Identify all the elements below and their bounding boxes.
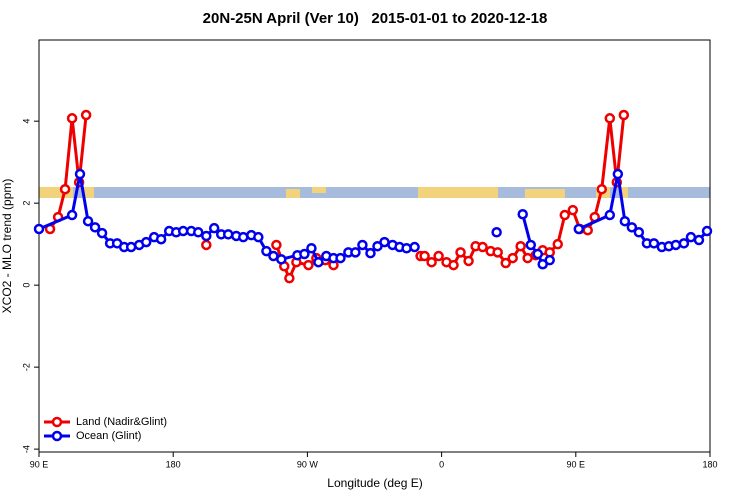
- point: [515, 240, 526, 252]
- point: [532, 248, 544, 260]
- point: [522, 252, 533, 264]
- point: [618, 109, 630, 121]
- point: [177, 225, 189, 237]
- point: [201, 230, 212, 242]
- point: [678, 238, 690, 249]
- point: [455, 247, 466, 258]
- point: [633, 227, 645, 238]
- point: [276, 254, 287, 265]
- y-tick-label: 4: [21, 119, 31, 124]
- point: [604, 209, 616, 221]
- x-tick-label: 180: [702, 459, 717, 469]
- point: [284, 272, 295, 284]
- point: [559, 209, 571, 221]
- point: [313, 256, 324, 268]
- point: [604, 113, 616, 124]
- point: [89, 222, 101, 233]
- point: [525, 239, 537, 251]
- x-tick-label: 180: [166, 459, 181, 469]
- point: [74, 168, 86, 180]
- point: [365, 247, 376, 259]
- x-tick-label: 90 W: [297, 459, 319, 469]
- point: [401, 243, 412, 254]
- point: [66, 209, 78, 221]
- plot-frame: [38, 39, 711, 453]
- x-tick-label: 0: [439, 459, 444, 469]
- point: [303, 259, 314, 271]
- x-tick-label: 90 E: [567, 459, 586, 469]
- point: [552, 238, 564, 250]
- point: [208, 222, 220, 234]
- x-axis-label: Longitude (deg E): [327, 476, 422, 490]
- point: [433, 250, 444, 262]
- point: [492, 247, 503, 258]
- legend-marker: [51, 416, 63, 428]
- map-strip: [39, 187, 710, 198]
- y-tick-label: 0: [21, 283, 31, 288]
- point: [253, 231, 264, 243]
- point: [701, 225, 713, 237]
- point: [612, 168, 624, 180]
- legend-label: Ocean (Glint): [76, 430, 141, 442]
- point: [201, 239, 212, 251]
- point: [567, 204, 579, 216]
- point: [670, 239, 682, 251]
- point: [33, 223, 45, 235]
- point: [500, 257, 511, 269]
- y-tick-label: -2: [21, 363, 31, 371]
- point: [193, 227, 204, 238]
- point: [626, 222, 638, 233]
- x-tick-label: 90 E: [30, 459, 49, 469]
- point: [573, 223, 585, 235]
- point: [66, 113, 78, 124]
- y-tick-label: 2: [21, 201, 31, 206]
- point: [409, 241, 420, 253]
- chart-title: 20N-25N April (Ver 10) 2015-01-01 to 202…: [203, 10, 548, 27]
- y-axis-label: XCO2 - MLO trend (ppm): [0, 179, 14, 314]
- point: [306, 243, 317, 254]
- point: [96, 227, 108, 239]
- point: [125, 241, 137, 253]
- point: [350, 247, 361, 258]
- point: [82, 215, 94, 227]
- point: [271, 239, 282, 251]
- point: [140, 236, 152, 248]
- legend-marker: [51, 430, 63, 442]
- point: [693, 234, 705, 246]
- point: [59, 183, 71, 195]
- point: [619, 215, 631, 227]
- point: [448, 259, 459, 271]
- point: [155, 233, 167, 245]
- point: [238, 231, 249, 243]
- point: [80, 109, 92, 121]
- legend-label: Land (Nadir&Glint): [76, 416, 167, 428]
- point: [222, 229, 234, 240]
- point: [426, 256, 437, 268]
- point: [335, 252, 346, 264]
- point: [596, 183, 607, 195]
- point: [261, 245, 272, 257]
- point: [544, 254, 555, 266]
- point: [299, 248, 310, 260]
- point: [357, 239, 368, 251]
- point: [685, 231, 697, 243]
- point: [648, 238, 660, 249]
- point: [463, 255, 474, 267]
- y-tick-label: -4: [21, 445, 31, 453]
- point: [507, 252, 518, 264]
- point: [477, 241, 488, 253]
- point: [419, 250, 430, 262]
- point: [517, 208, 528, 220]
- point: [379, 236, 390, 248]
- point: [491, 227, 502, 238]
